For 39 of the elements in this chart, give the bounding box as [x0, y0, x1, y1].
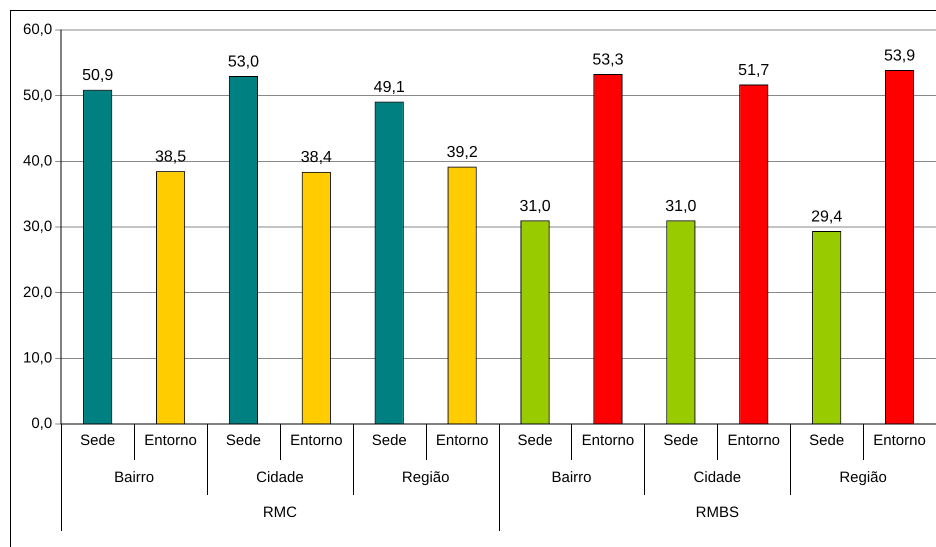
x-tick-label: Sede	[226, 432, 261, 450]
data-label: 31,0	[665, 198, 697, 215]
text: Bairro	[114, 469, 154, 486]
y-tick-label: 30,0	[22, 218, 52, 236]
x-tick-label: Entorno	[290, 432, 343, 450]
text: Região	[402, 469, 450, 486]
text: Cidade	[694, 469, 742, 486]
x-tick-label: Sede	[663, 432, 698, 450]
x-tick-label: Entorno	[582, 432, 634, 450]
x-tick-label: Entorno	[873, 432, 926, 450]
data-label: 51,7	[738, 62, 770, 79]
x-tick-label: Entorno	[436, 432, 488, 450]
text: Bairro	[551, 469, 592, 486]
text: Região	[839, 469, 887, 486]
data-label: 39,2	[446, 144, 478, 161]
text: RMC	[262, 504, 298, 522]
x-tick-label: Entorno	[727, 432, 780, 450]
x-tick-label: Sede	[809, 432, 844, 450]
x-tick-label: Entorno	[144, 432, 197, 450]
y-tick-label: 0,0	[31, 415, 52, 432]
text: Cidade	[256, 469, 304, 486]
y-tick-label: 40,0	[22, 152, 52, 170]
x-tick-label: Sede	[80, 432, 116, 450]
text: RMBS	[696, 504, 739, 522]
data-label: 31,0	[519, 198, 551, 215]
y-tick-label: 10,0	[22, 349, 52, 366]
y-tick-label: 20,0	[22, 284, 52, 301]
data-label: 53,9	[884, 47, 916, 64]
data-label: 53,3	[592, 51, 624, 68]
data-label: 49,1	[374, 78, 405, 96]
data-label: 50,9	[82, 67, 114, 84]
data-label: 38,4	[300, 149, 332, 166]
data-label: 53,0	[228, 53, 260, 70]
x-tick-label: Sede	[372, 432, 407, 450]
data-label: 29,4	[811, 208, 842, 226]
y-tick-label: 60,0	[22, 21, 52, 38]
data-label: 38,5	[154, 148, 186, 166]
y-tick-label: 50,0	[22, 86, 52, 104]
x-tick-label: Sede	[518, 432, 553, 450]
